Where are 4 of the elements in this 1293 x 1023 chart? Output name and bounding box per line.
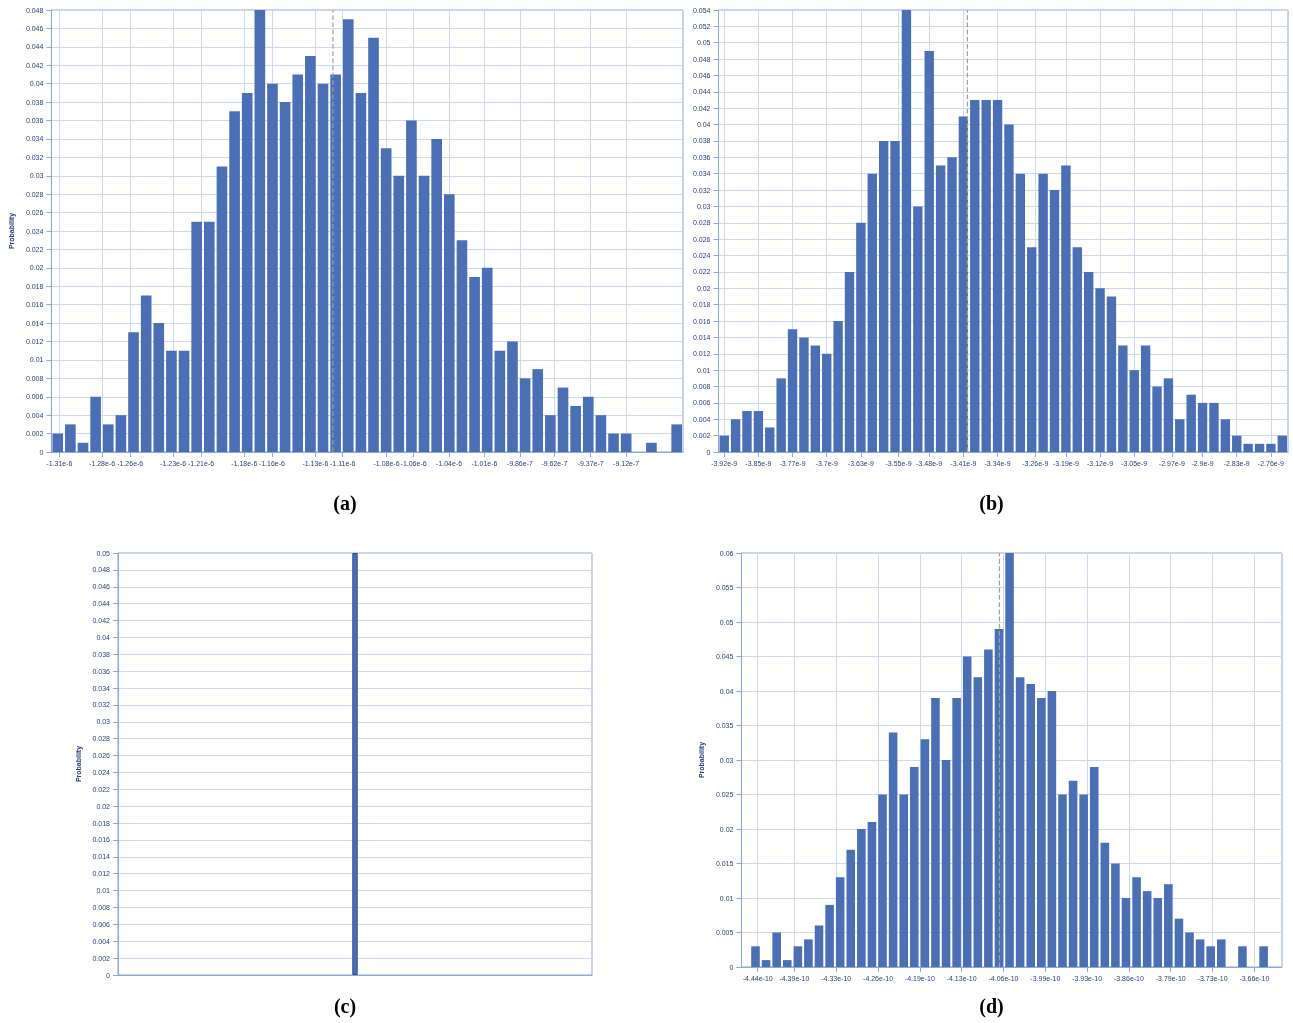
text: (b) (979, 492, 1004, 515)
text: (a) (333, 492, 357, 515)
text: (c) (333, 995, 357, 1018)
text: (d) (979, 995, 1004, 1018)
